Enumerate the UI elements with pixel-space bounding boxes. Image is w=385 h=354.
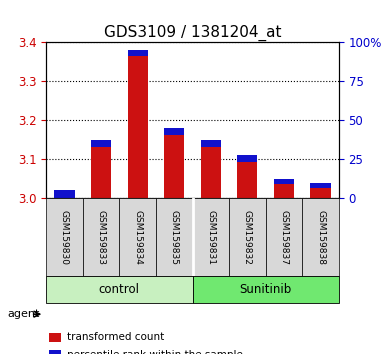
Bar bbox=[49, 333, 61, 342]
Bar bbox=[274, 179, 294, 184]
Bar bbox=[119, 198, 156, 276]
Bar bbox=[201, 140, 221, 147]
Bar bbox=[302, 198, 339, 276]
Text: GSM159834: GSM159834 bbox=[133, 210, 142, 265]
Text: GSM159835: GSM159835 bbox=[170, 210, 179, 265]
Text: control: control bbox=[99, 283, 140, 296]
Bar bbox=[91, 140, 111, 198]
Title: GDS3109 / 1381204_at: GDS3109 / 1381204_at bbox=[104, 25, 281, 41]
Bar bbox=[201, 140, 221, 198]
Bar bbox=[156, 198, 192, 276]
Text: percentile rank within the sample: percentile rank within the sample bbox=[67, 350, 243, 354]
Text: GSM159831: GSM159831 bbox=[206, 210, 215, 265]
Bar bbox=[192, 276, 339, 303]
Text: agent: agent bbox=[8, 309, 40, 319]
Bar bbox=[310, 183, 331, 188]
Bar bbox=[127, 50, 148, 198]
Text: GSM159830: GSM159830 bbox=[60, 210, 69, 265]
Text: GSM159832: GSM159832 bbox=[243, 210, 252, 265]
Text: transformed count: transformed count bbox=[67, 332, 164, 342]
Text: GSM159837: GSM159837 bbox=[280, 210, 288, 265]
Bar bbox=[91, 140, 111, 147]
Bar bbox=[49, 350, 61, 354]
Text: GSM159833: GSM159833 bbox=[97, 210, 105, 265]
Bar bbox=[192, 198, 229, 276]
Bar bbox=[127, 50, 148, 56]
Text: GSM159838: GSM159838 bbox=[316, 210, 325, 265]
Bar bbox=[237, 155, 258, 162]
Bar bbox=[229, 198, 266, 276]
Bar bbox=[237, 155, 258, 198]
Bar bbox=[54, 190, 75, 198]
Bar bbox=[83, 198, 119, 276]
Text: Sunitinib: Sunitinib bbox=[239, 283, 292, 296]
Bar bbox=[46, 198, 83, 276]
Bar bbox=[46, 276, 192, 303]
Bar bbox=[274, 179, 294, 198]
Bar bbox=[164, 128, 184, 135]
Bar bbox=[310, 183, 331, 198]
Bar bbox=[266, 198, 302, 276]
Bar bbox=[164, 128, 184, 198]
Bar bbox=[54, 190, 75, 199]
